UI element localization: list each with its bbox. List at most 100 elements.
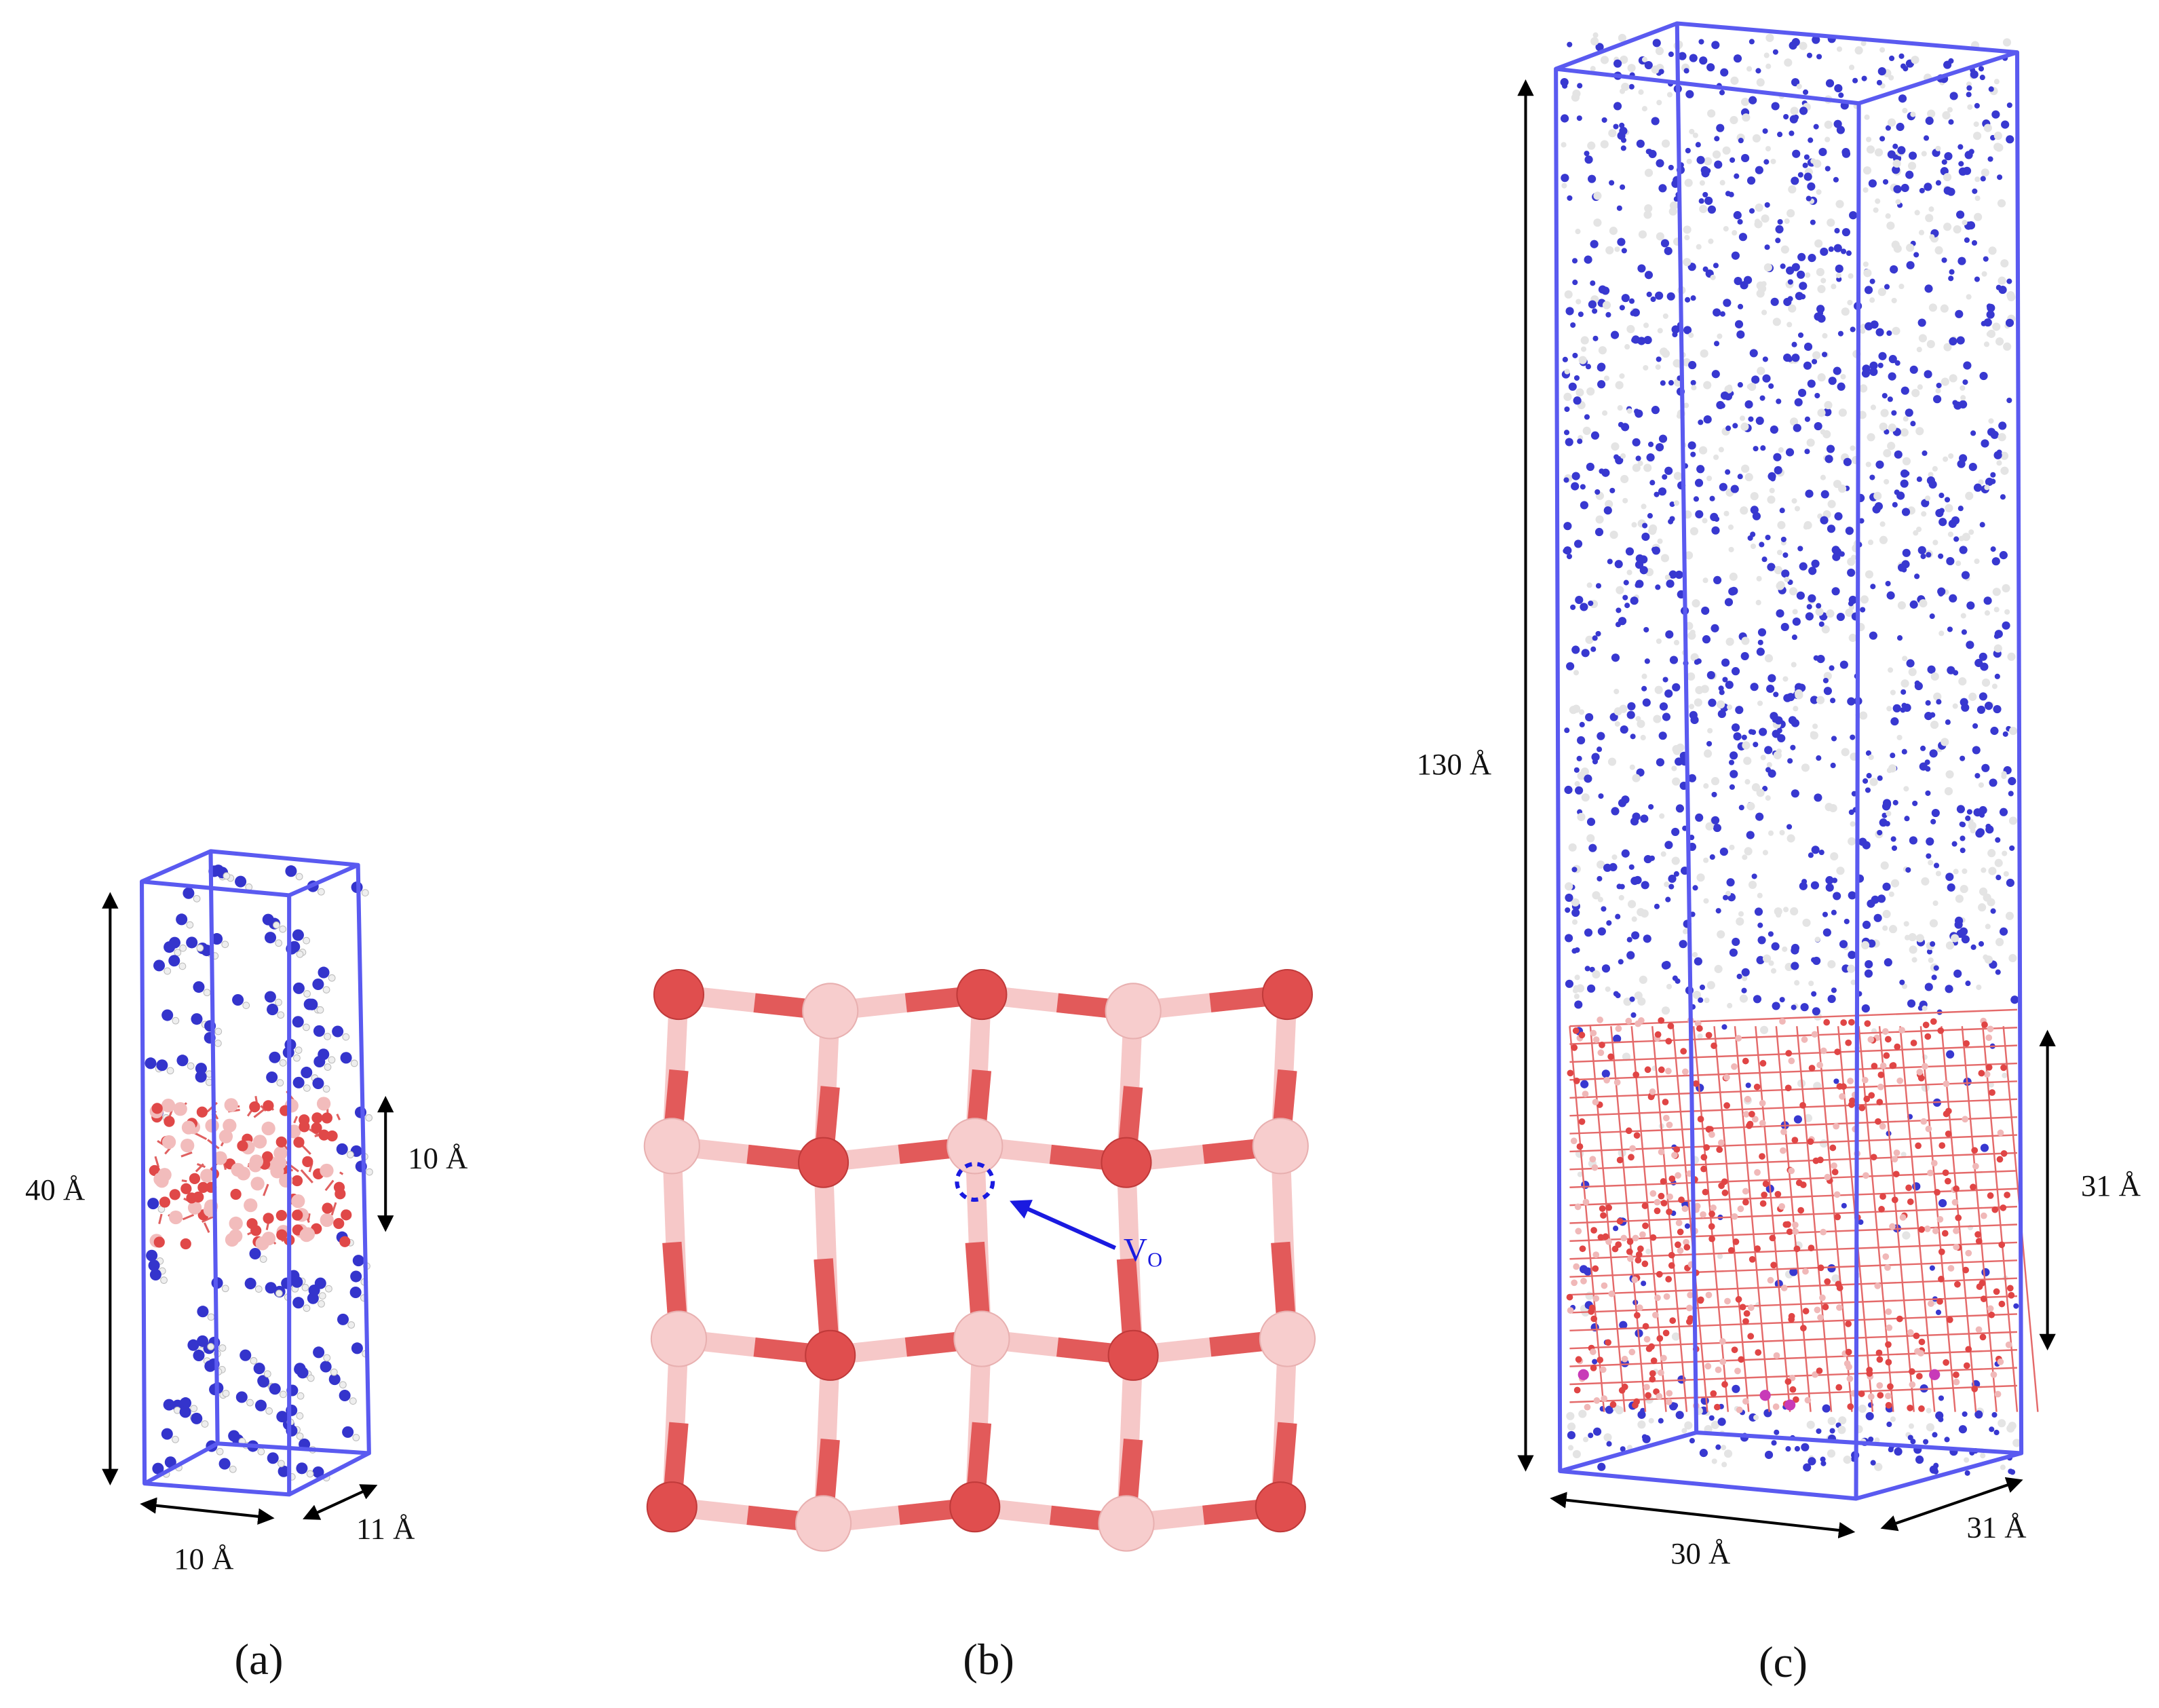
atom [1584,1403,1591,1411]
atom [1961,935,1970,944]
atom [1901,983,1908,989]
atom [1911,957,1917,963]
atom [1906,659,1915,668]
atom [1839,940,1848,949]
atom [1928,206,1934,212]
atom [1671,325,1680,334]
atom [1626,710,1635,719]
atom [1944,1177,1951,1185]
atom [1892,704,1901,713]
atom [1858,518,1865,524]
atom [1921,499,1930,508]
atom [342,1033,350,1041]
atom [1737,382,1743,388]
atom [1799,41,1808,50]
atom [1696,873,1705,882]
atom [275,1210,287,1221]
atom [1852,77,1858,83]
atom [1925,766,1931,772]
atom [1632,774,1641,782]
bond [1569,1027,2018,1045]
atom [1975,1238,1983,1245]
atom [1866,136,1872,143]
atom [1963,1362,1970,1369]
atom [1607,757,1617,766]
atom [326,1130,338,1142]
atom [1942,1169,1949,1177]
atom [1649,480,1656,486]
atom [337,1313,349,1325]
atom [1831,877,1838,884]
atom [1669,201,1679,210]
atom [1580,336,1589,345]
atom [1656,1270,1663,1278]
atom [1949,269,1955,275]
atom [1605,1238,1612,1245]
atom [1664,881,1670,888]
atom [1252,1118,1309,1175]
atom [1930,1018,1937,1025]
bond [1569,1384,2018,1403]
atom [1992,588,2001,596]
atom [1749,208,1755,214]
atom [1804,1397,1812,1404]
atom [1577,772,1586,780]
atom [1768,383,1774,390]
atom [1571,472,1580,480]
atom [1927,665,1936,674]
atom [1683,225,1692,234]
atom [1704,1363,1712,1370]
atom [365,1114,373,1122]
atom [1613,124,1619,130]
atom [1562,356,1568,362]
bond [1982,1026,2019,1412]
atom [1697,1116,1704,1123]
atom [1924,1033,1932,1040]
atom [1910,111,1916,117]
atom [1673,472,1682,480]
atom [1925,214,1934,223]
atom [1841,228,1850,237]
atom [1780,1285,1788,1291]
atom [1710,512,1719,521]
atom [1862,364,1871,373]
atom [1571,919,1578,925]
atom [1785,448,1795,457]
atom [1916,1068,1924,1076]
atom [1942,111,1951,119]
atom [1668,518,1674,525]
atom [1946,556,1955,566]
atom [1816,267,1824,277]
atom [1808,981,1814,987]
atom [1961,629,1967,635]
atom [1591,753,1600,761]
atom [1860,607,1866,613]
atom [1794,689,1803,698]
atom [1760,445,1766,451]
atom [1936,382,1942,389]
atom [1665,1038,1673,1045]
atom [1666,292,1675,301]
atom [1788,716,1797,725]
atom [1721,1178,1728,1185]
atom [1845,1039,1852,1046]
atom [214,1027,223,1036]
atom [1870,1154,1877,1161]
atom [1847,964,1856,973]
atom [1944,497,1951,503]
atom [1965,1249,1972,1257]
atom [1921,151,1927,157]
atom [1900,679,1909,688]
atom [1584,414,1590,420]
atom [313,1025,325,1037]
atom [1665,1276,1673,1283]
atom [1762,374,1771,383]
atom [1599,1366,1607,1373]
atom [1879,521,1886,527]
atom [161,1135,176,1150]
atom [1955,1214,1962,1221]
atom [1712,150,1721,159]
atom [1641,685,1647,691]
atom [318,966,330,979]
atom [1891,240,1900,249]
